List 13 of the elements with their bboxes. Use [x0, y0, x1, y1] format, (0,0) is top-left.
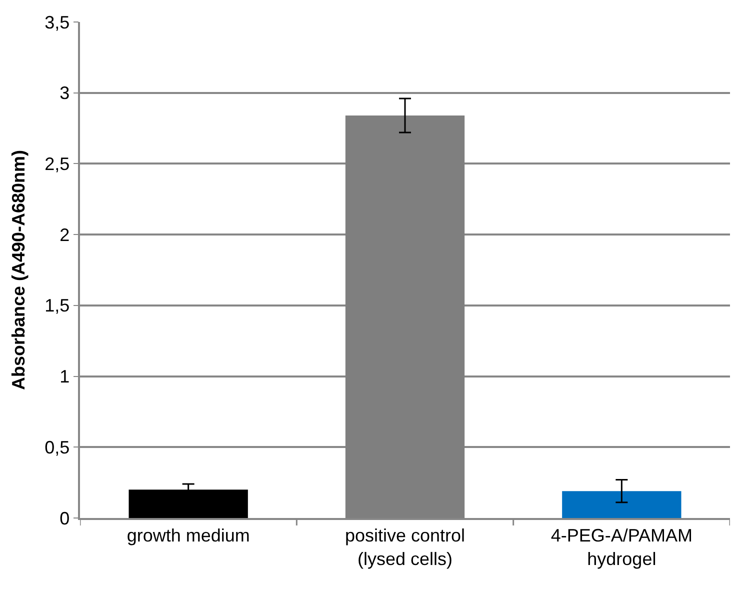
x-tick-label: 4-PEG-A/PAMAM hydrogel — [550, 525, 693, 569]
y-tick-label: 3,5 — [44, 12, 70, 32]
y-tick-label: 1 — [60, 366, 70, 387]
y-tick-label: 3 — [60, 83, 70, 104]
y-tick-label: 1,5 — [44, 296, 70, 316]
y-tick-label: 2,5 — [44, 154, 70, 174]
y-tick-label: 0 — [60, 508, 70, 528]
y-axis-title: Absorbance (A490-A680nm) — [8, 150, 28, 390]
y-tick-label: 2 — [60, 224, 70, 245]
y-tick-label: 0,5 — [44, 437, 70, 458]
bar — [562, 491, 682, 518]
x-tick-label: growth medium — [126, 525, 250, 546]
x-tick-label: positive control (lysed cells) — [344, 525, 466, 569]
